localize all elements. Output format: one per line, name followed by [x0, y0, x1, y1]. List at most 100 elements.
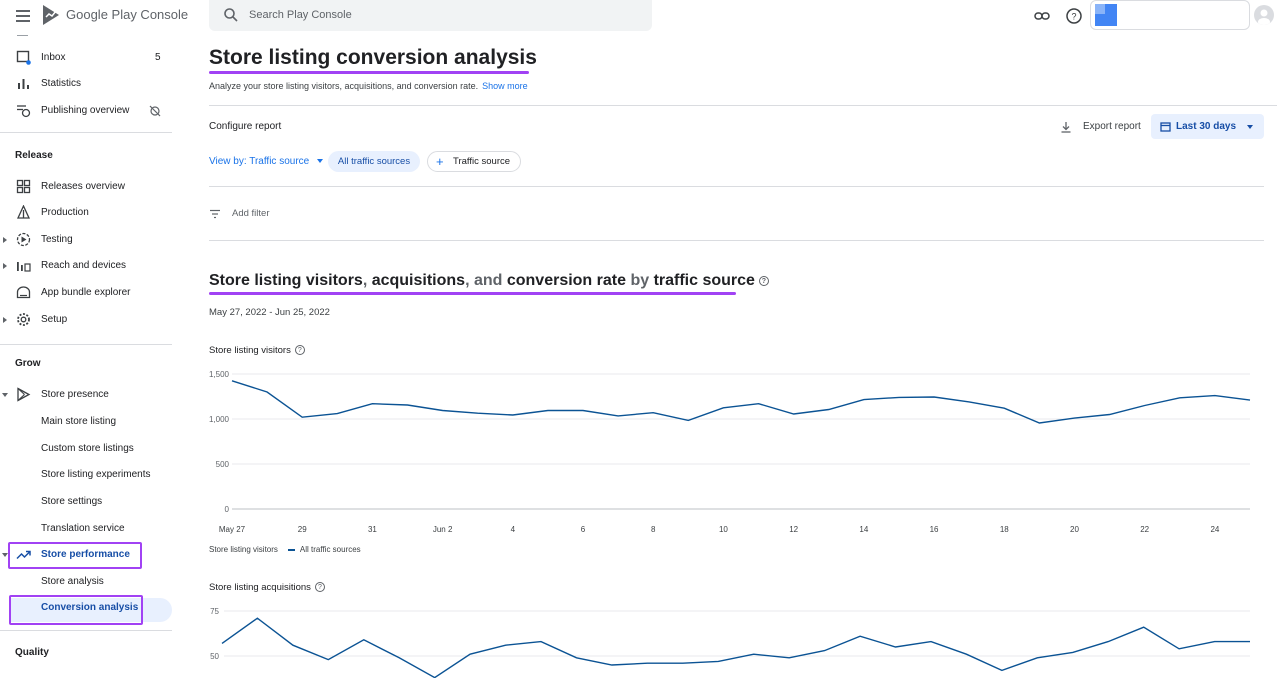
- inbox-count-badge: 5: [155, 52, 161, 63]
- heading-part: acquisitions: [371, 272, 466, 289]
- help-icon[interactable]: ?: [294, 345, 305, 356]
- help-icon[interactable]: ?: [758, 275, 769, 286]
- x-tick-label: 10: [719, 525, 728, 534]
- search-bar[interactable]: [209, 0, 652, 31]
- x-tick-label: 14: [859, 525, 868, 534]
- chart-title-acquisitions: Store listing acquisitions?: [209, 582, 325, 593]
- sidebar-section-grow: Grow: [15, 358, 41, 369]
- title-underline: [209, 71, 529, 74]
- sidebar-divider: [0, 344, 172, 345]
- brand-name: Google Play Console: [66, 7, 189, 22]
- date-range-button[interactable]: Last 30 days: [1151, 114, 1264, 139]
- x-tick-label: 29: [298, 525, 307, 534]
- play-console-logo-icon: [43, 5, 59, 25]
- acquisitions-line-chart: 50 75: [210, 607, 1250, 678]
- sidebar-selected-background: [10, 598, 172, 622]
- show-more-link[interactable]: Show more: [482, 81, 528, 91]
- collapse-arrow-icon[interactable]: [2, 393, 8, 397]
- user-icon: [1258, 9, 1270, 25]
- sidebar-item-label: Releases overview: [41, 181, 125, 192]
- sidebar-divider: [0, 132, 172, 133]
- x-tick-label: May 27: [219, 525, 246, 534]
- export-report-label: Export report: [1083, 121, 1141, 132]
- sidebar-item-label: Publishing overview: [41, 105, 130, 116]
- filter-icon: [210, 209, 220, 219]
- legend-swatch: [287, 548, 295, 551]
- sidebar-item-label: Store performance: [41, 549, 130, 560]
- sidebar-item-store-listing-experiments[interactable]: Store listing experiments: [41, 469, 151, 480]
- heading-part: , and: [465, 272, 507, 289]
- heading-part: conversion rate: [506, 272, 626, 289]
- x-tick-label: 8: [651, 525, 656, 534]
- dropdown-arrow-icon: [1247, 125, 1253, 129]
- subtitle-text: Analyze your store listing visitors, acq…: [209, 81, 479, 91]
- sidebar-item-custom-store-listings[interactable]: Custom store listings: [41, 443, 134, 454]
- sidebar-item-reach-and-devices[interactable]: Reach and devices: [0, 254, 172, 278]
- sidebar-item-statistics[interactable]: Statistics: [0, 72, 172, 96]
- sidebar-item-label: Statistics: [41, 78, 82, 89]
- x-tick-label: 24: [1210, 525, 1219, 534]
- expand-arrow-icon[interactable]: [3, 317, 7, 323]
- developer-account-selector[interactable]: [1090, 0, 1250, 30]
- chart-title-text: Store listing acquisitions: [209, 582, 311, 593]
- menu-icon[interactable]: [16, 10, 30, 22]
- heading-part: ,: [362, 272, 372, 289]
- sidebar-item-store-performance[interactable]: Store performance: [0, 543, 172, 567]
- production-icon: [16, 205, 31, 219]
- y-tick-label: 1,000: [209, 415, 230, 424]
- sidebar-item-label: App bundle explorer: [41, 287, 131, 298]
- sidebar-item-app-bundle-explorer[interactable]: App bundle explorer: [0, 281, 172, 305]
- sidebar-item-setup[interactable]: Setup: [0, 308, 172, 332]
- sidebar-item-store-presence[interactable]: Store presence: [0, 383, 172, 407]
- series-line[interactable]: [221, 617, 1250, 678]
- link-icon[interactable]: [1033, 7, 1051, 25]
- add-traffic-source-chip[interactable]: + Traffic source: [427, 151, 521, 172]
- releases-grid-icon: [16, 179, 31, 194]
- sidebar-item-conversion-analysis[interactable]: Conversion analysis: [41, 602, 139, 613]
- sidebar-item-publishing-overview[interactable]: Publishing overview: [0, 99, 172, 123]
- expand-arrow-icon[interactable]: [3, 263, 7, 269]
- help-icon[interactable]: ?: [1065, 7, 1083, 25]
- heading-part: by: [626, 272, 654, 289]
- expand-arrow-icon[interactable]: [3, 237, 7, 243]
- x-tick-label: 31: [368, 525, 377, 534]
- collapse-arrow-icon[interactable]: [2, 553, 8, 557]
- highlight-store-performance: [8, 542, 142, 569]
- search-input[interactable]: [249, 6, 639, 24]
- sidebar-item-main-store-listing[interactable]: Main store listing: [41, 416, 117, 427]
- sidebar-item-label: Inbox: [41, 52, 66, 63]
- sidebar-item-inbox[interactable]: Inbox 5: [0, 46, 172, 70]
- sidebar-item-store-settings[interactable]: Store settings: [41, 496, 103, 507]
- x-tick-label: 16: [930, 525, 939, 534]
- filter-divider: [209, 240, 1264, 241]
- avatar[interactable]: [1254, 5, 1274, 25]
- sidebar-item-releases-overview[interactable]: Releases overview: [0, 175, 172, 199]
- chip-all-traffic-sources[interactable]: All traffic sources: [328, 151, 420, 172]
- y-tick-label: 0: [225, 505, 230, 514]
- x-tick-label: Jun 2: [433, 525, 453, 534]
- series-line[interactable]: [231, 380, 1251, 424]
- sidebar-item-testing[interactable]: Testing: [0, 228, 172, 252]
- chip-label: Traffic source: [453, 156, 511, 167]
- calendar-icon: [1160, 122, 1171, 132]
- sidebar-item-label: Reach and devices: [41, 260, 127, 271]
- dropdown-arrow-icon: [317, 159, 324, 164]
- sidebar-item-translation-service[interactable]: Translation service: [41, 523, 125, 534]
- y-tick-label: 500: [216, 460, 230, 469]
- app-bundle-icon: [16, 286, 31, 299]
- header-divider: [209, 105, 1277, 106]
- help-icon[interactable]: ?: [314, 582, 325, 593]
- gear-icon: [17, 313, 30, 326]
- sidebar-item-production[interactable]: Production: [0, 201, 172, 225]
- trending-up-icon: [16, 550, 31, 560]
- legend-label: Store listing visitors: [209, 545, 278, 554]
- managed-publishing-off-icon: [149, 105, 161, 117]
- add-filter-label: Add filter: [232, 208, 270, 219]
- sidebar-item-store-analysis[interactable]: Store analysis: [41, 576, 104, 587]
- sidebar-section-release: Release: [15, 150, 53, 161]
- y-tick-label: 75: [210, 607, 219, 616]
- svg-text:?: ?: [1071, 12, 1076, 22]
- x-tick-label: 6: [581, 525, 586, 534]
- view-by-dropdown[interactable]: View by: Traffic source: [209, 156, 324, 167]
- sidebar-divider: [0, 630, 172, 631]
